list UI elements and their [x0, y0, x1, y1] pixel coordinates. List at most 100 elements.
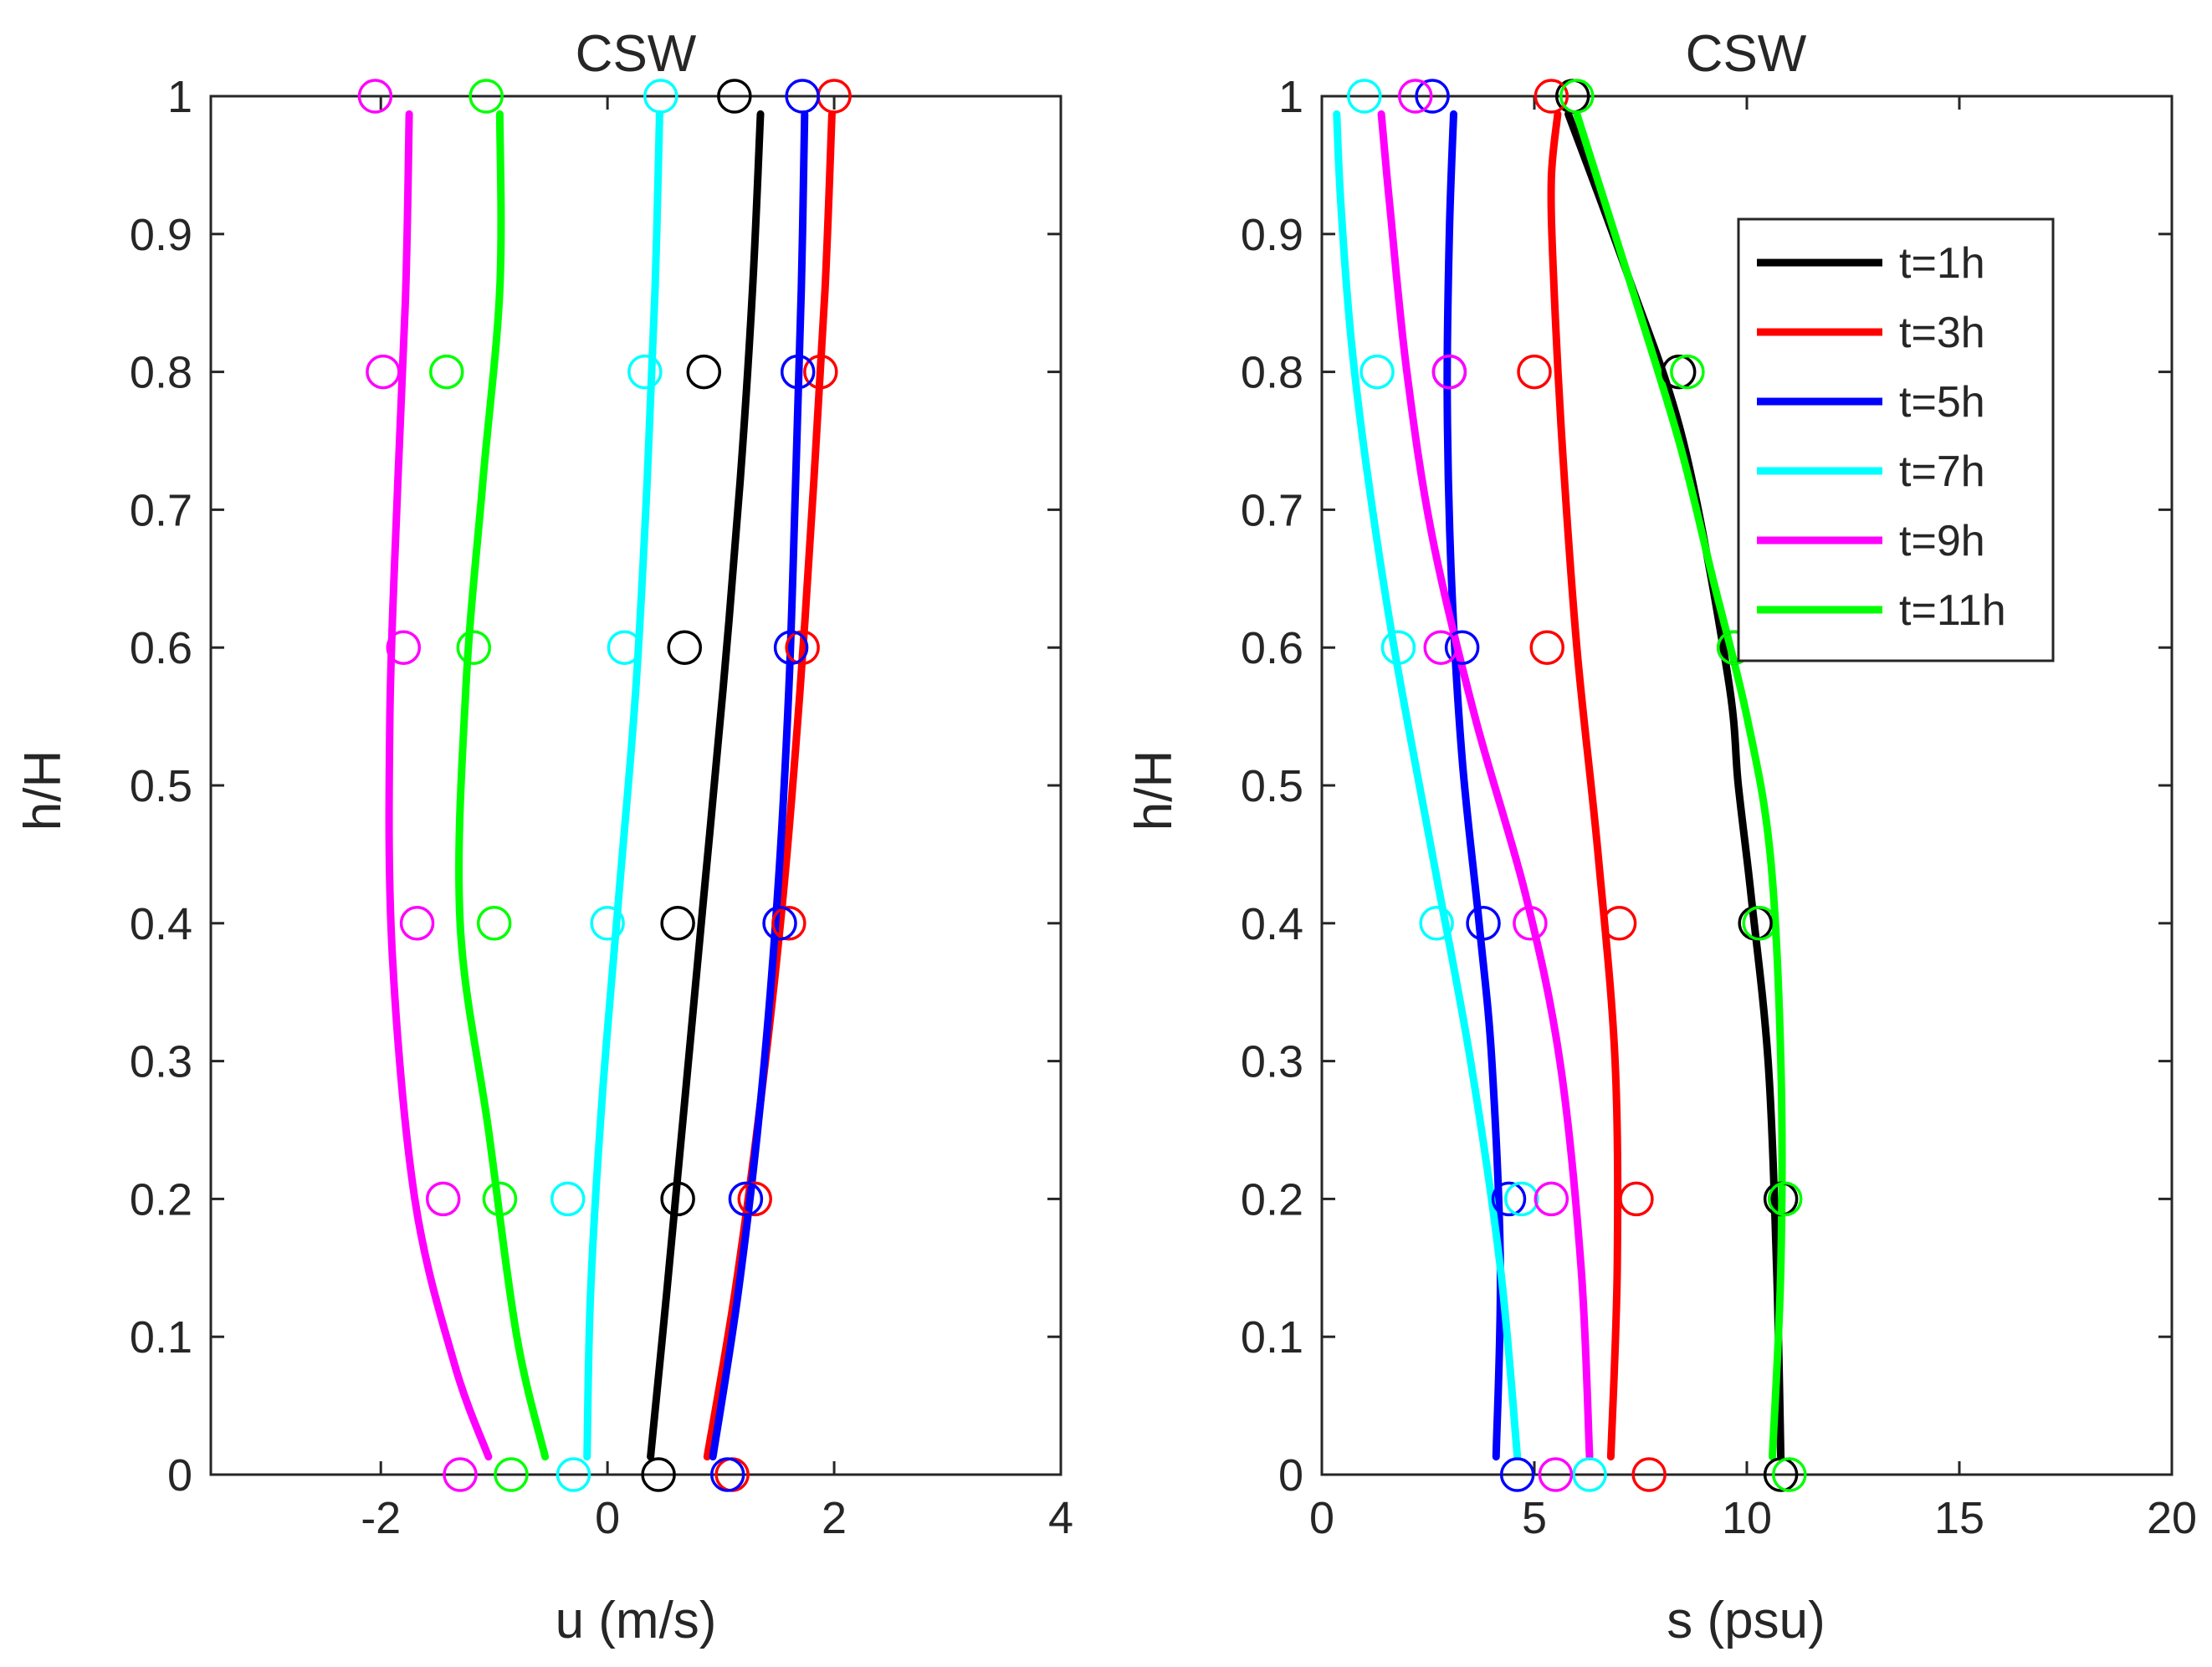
right-point-t3h: [1534, 79, 1569, 114]
left-point-t9h: [399, 906, 435, 941]
right-title: CSW: [1686, 25, 1807, 83]
left-line-t5h: [709, 110, 809, 1461]
left-xtick-label: 4: [1048, 1493, 1073, 1543]
left-point-t5h: [709, 1457, 745, 1492]
legend-label-t1h: t=1h: [1899, 239, 1985, 288]
legend-box: [1737, 217, 2055, 662]
right-xtick-label: 0: [1309, 1493, 1334, 1543]
left-ytick-label: 0.2: [130, 1174, 192, 1225]
left-point-t7h: [607, 630, 643, 665]
right-line-t3h: [1547, 110, 1622, 1461]
right-point-t7h: [1380, 630, 1416, 665]
left-xtick-label: 2: [822, 1493, 847, 1543]
right-point-t11h: [1742, 906, 1777, 941]
right-point-t11h: [1772, 1457, 1807, 1492]
left-point-t7h: [590, 906, 625, 941]
left-xtick-label: -2: [361, 1493, 401, 1543]
left-ytick-label: 0.3: [130, 1037, 192, 1087]
right-panel-s: 0 5 10 15 20 0 0.1 0.2 0.3 0.4 0.5 0.6 0.7 0.8 0.9 1 t=1…: [1125, 25, 2197, 1649]
right-xtick-label: 20: [2147, 1493, 2197, 1543]
right-point-t3h: [1631, 1457, 1667, 1492]
right-line-t5h: [1443, 110, 1504, 1461]
right-point-t5h: [1444, 630, 1480, 665]
right-point-t1h: [1763, 1457, 1799, 1492]
right-xtick-label: 15: [1934, 1493, 1984, 1543]
left-ytick-label: 1: [167, 72, 192, 122]
right-line-t9h: [1377, 110, 1594, 1461]
right-point-t7h: [1572, 1457, 1607, 1492]
left-point-t11h: [429, 354, 464, 390]
right-point-t5h: [1466, 906, 1501, 941]
left-point-t5h: [728, 1181, 764, 1217]
left-point-t9h: [366, 354, 401, 390]
right-point-t9h: [1423, 630, 1458, 665]
left-point-t11h: [476, 906, 512, 941]
left-point-t9h: [386, 630, 422, 665]
left-title: CSW: [576, 25, 697, 83]
left-point-t11h: [456, 630, 492, 665]
left-point-t9h: [443, 1457, 478, 1492]
right-point-t9h: [1513, 906, 1548, 941]
right-point-t11h: [1559, 79, 1595, 114]
left-point-t3h: [737, 1181, 772, 1217]
left-point-t1h: [641, 1457, 676, 1492]
legend-label-t7h: t=7h: [1899, 447, 1985, 496]
right-point-t3h: [1529, 630, 1564, 665]
left-point-t11h: [469, 79, 504, 114]
left-point-t7h: [643, 79, 678, 114]
right-point-t11h: [1670, 354, 1705, 390]
left-ytick-label: 0.4: [130, 899, 192, 949]
right-point-t5h: [1499, 1457, 1535, 1492]
right-ytick-label: 0.3: [1241, 1037, 1303, 1087]
left-point-t5h: [762, 906, 797, 941]
left-line-t9h: [385, 110, 493, 1461]
left-panel-u: -2 0 2 4 0 0.1 0.2 0.3 0.4 0.5 0.6 0.7 0.8 0.9 1 CSW u (…: [14, 25, 1073, 1649]
right-ytick-label: 0.9: [1241, 210, 1303, 260]
left-line-t11h: [455, 110, 550, 1461]
right-point-t7h: [1419, 906, 1454, 941]
right-ytick-label: 0: [1278, 1450, 1303, 1501]
legend-label-t3h: t=3h: [1899, 309, 1985, 357]
left-point-t3h: [785, 630, 820, 665]
left-line-t1h: [647, 110, 765, 1461]
left-ytick-label: 0.1: [130, 1312, 192, 1363]
left-ytick-label: 0.8: [130, 348, 192, 398]
left-point-t7h: [556, 1457, 591, 1492]
right-point-t7h: [1504, 1181, 1539, 1217]
left-point-t5h: [773, 630, 809, 665]
right-point-t9h: [1398, 79, 1433, 114]
right-point-t3h: [1601, 906, 1637, 941]
legend-label-t5h: t=5h: [1899, 378, 1985, 427]
right-point-t9h: [1431, 354, 1467, 390]
left-point-t1h: [686, 354, 722, 390]
right-ytick-label: 0.5: [1241, 761, 1303, 811]
right-point-t5h: [1415, 79, 1450, 114]
left-point-t1h: [717, 79, 752, 114]
right-ylabel: h/H: [1125, 750, 1183, 831]
left-ytick-label: 0.6: [130, 623, 192, 673]
right-point-t7h: [1347, 79, 1382, 114]
left-ytick-label: 0.9: [130, 210, 192, 260]
right-ytick-label: 1: [1278, 72, 1303, 122]
right-ytick-label: 0.7: [1241, 485, 1303, 535]
right-ytick-label: 0.1: [1241, 1312, 1303, 1363]
left-xtick-label: 0: [595, 1493, 620, 1543]
left-point-t9h: [357, 79, 393, 114]
left-point-t1h: [660, 906, 695, 941]
left-point-t5h: [785, 79, 820, 114]
left-line-t7h: [583, 110, 663, 1461]
left-ytick-label: 0.7: [130, 485, 192, 535]
right-line-t11h: [1573, 110, 1786, 1461]
right-point-t3h: [1517, 354, 1552, 390]
right-point-t7h: [1359, 354, 1395, 390]
left-xlabel: u (m/s): [556, 1592, 717, 1649]
left-point-t9h: [425, 1181, 461, 1217]
right-point-t11h: [1767, 1181, 1803, 1217]
right-ytick-label: 0.8: [1241, 348, 1303, 398]
left-point-t11h: [494, 1457, 529, 1492]
right-point-t9h: [1534, 1181, 1569, 1217]
left-ylabel: h/H: [14, 750, 72, 831]
left-axes-box: [209, 95, 1062, 1476]
left-point-t7h: [550, 1181, 586, 1217]
